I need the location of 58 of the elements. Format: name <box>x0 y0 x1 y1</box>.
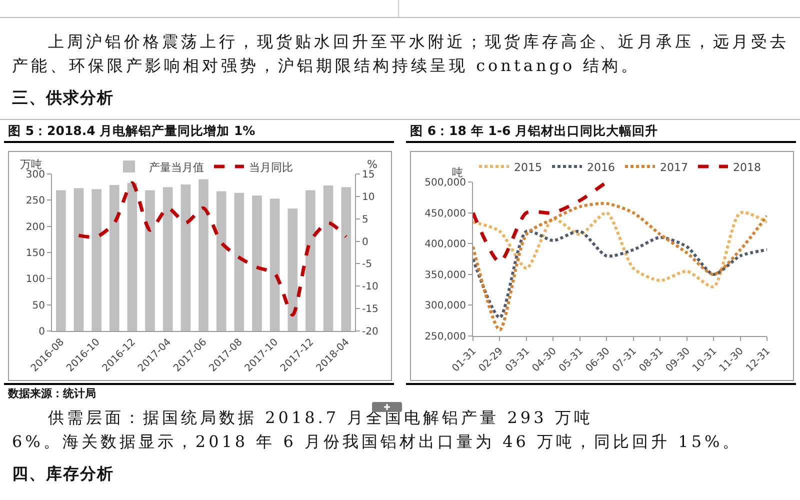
y-axis-title: 万吨 <box>20 158 42 171</box>
y-tick-label: 150 <box>26 248 45 259</box>
line-series <box>76 181 348 317</box>
y-tick-label: 450,000 <box>424 208 466 220</box>
bar <box>323 186 334 331</box>
bar <box>198 179 208 331</box>
chart-title: 图 6：18 年 1-6 月铝材出口同比大幅回升 <box>406 120 796 143</box>
bar <box>162 187 173 331</box>
line-series <box>473 230 767 320</box>
y-tick-label: 300,000 <box>424 300 466 312</box>
y2-tick-label: 10 <box>362 192 375 203</box>
bar <box>216 191 226 331</box>
text: 三、供求分析 <box>12 87 115 109</box>
text: 上周沪铝价格震荡上行，现货贴水回升至平水附近；现货库存高企、近月承压，远月受去产能、环保限产影响相对强势，沪铝期限结构持续呈现 contango 结构。 <box>12 31 790 77</box>
y2-tick-label: -15 <box>362 304 378 316</box>
bar <box>306 190 316 331</box>
bar <box>109 184 120 331</box>
y-tick-label: 50 <box>32 300 45 312</box>
y2-tick-label: 15 <box>362 170 375 180</box>
bar <box>341 187 351 331</box>
bar <box>252 195 262 331</box>
y2-tick-label: 0 <box>362 236 368 248</box>
bar <box>288 208 298 331</box>
source-note: 数据来源：统计局 <box>4 383 394 403</box>
y-tick-label: 0 <box>38 326 45 338</box>
y-tick-label: 250 <box>26 196 45 207</box>
y-tick-label: 500,000 <box>424 178 466 188</box>
y2-axis-title: % <box>367 158 378 171</box>
y-tick-label: 200 <box>26 222 45 233</box>
legend-label: 当月同比 <box>249 160 293 174</box>
legend-label: 2017 <box>660 160 688 174</box>
legend-label: 2018 <box>733 160 761 174</box>
y2-tick-label: -5 <box>362 259 372 270</box>
line-series <box>473 211 767 288</box>
bar <box>270 198 280 331</box>
bar <box>127 182 138 331</box>
y-tick-label: 350,000 <box>424 270 466 281</box>
bar <box>56 190 66 331</box>
y2-tick-label: -10 <box>362 282 378 293</box>
bar <box>145 190 155 331</box>
y-tick-label: 100 <box>26 274 45 286</box>
y-axis-title: 吨 <box>452 166 463 179</box>
y-tick-label: 400,000 <box>424 239 466 250</box>
y2-tick-label: 5 <box>362 214 368 226</box>
y2-tick-label: -20 <box>362 326 378 338</box>
text: 6%。海关数据显示，2018 年 6 月份我国铝材出口量为 46 万吨，同比回升 15%。 <box>12 431 743 453</box>
y-tick-label: 250,000 <box>424 332 466 342</box>
legend-label: 2016 <box>587 160 615 174</box>
bar <box>74 188 84 331</box>
bar <box>180 184 191 331</box>
line-series <box>473 202 767 332</box>
bar <box>92 189 102 331</box>
legend-label: 产量当月值 <box>149 160 204 174</box>
legend-label: 2015 <box>514 160 542 174</box>
text: 四、库存分析 <box>12 463 115 485</box>
y-tick-label: 300 <box>26 170 45 180</box>
bar <box>234 192 244 331</box>
chart-title: 图 5：2018.4 月电解铝产量同比增加 1% <box>4 120 394 143</box>
